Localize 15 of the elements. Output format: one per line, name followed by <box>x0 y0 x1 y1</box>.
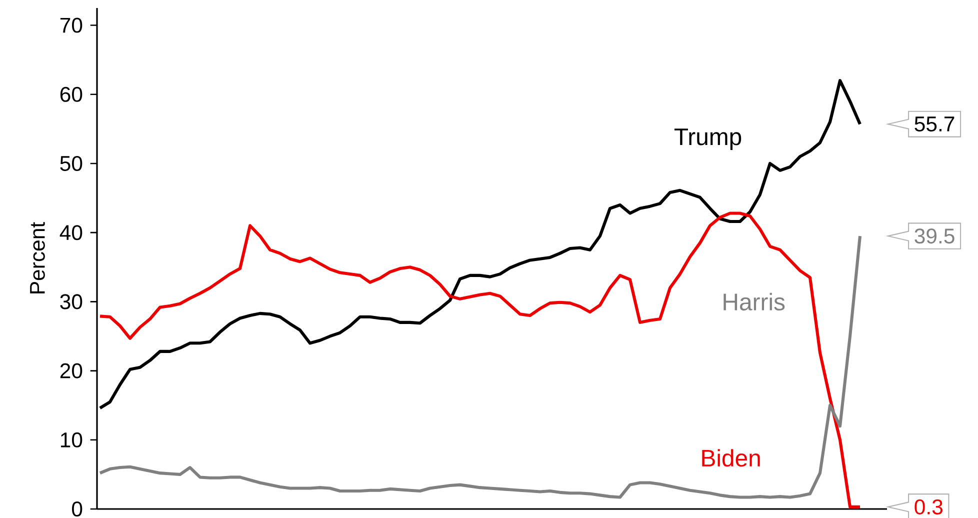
y-tick-label: 0 <box>72 501 82 517</box>
y-tick-label: 50 <box>60 156 82 172</box>
y-tick-label: 10 <box>60 432 82 448</box>
text: Harris <box>724 292 785 310</box>
y-tick-label: 20 <box>60 363 82 378</box>
text: 39.5 <box>914 228 954 244</box>
y-axis-title: Percent <box>30 222 45 294</box>
y-tick-label: 70 <box>60 18 82 33</box>
y-tick-label: 30 <box>60 294 82 310</box>
series-label: Trump <box>674 128 742 150</box>
text: 0.3 <box>914 499 942 514</box>
y-tick-label: 40 <box>60 225 82 240</box>
text: 55.7 <box>914 116 954 132</box>
y-tick-label: 60 <box>60 86 82 102</box>
text: Biden <box>702 449 760 467</box>
